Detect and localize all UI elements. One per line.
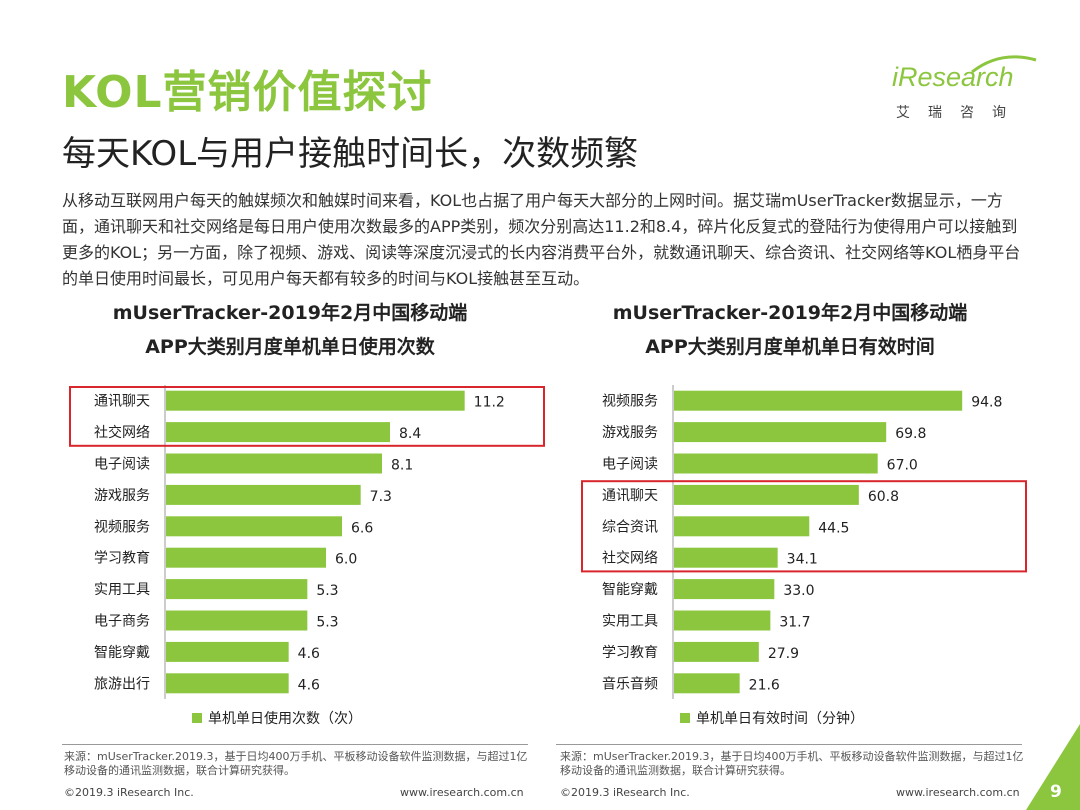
category-label: 学习教育 [94, 551, 150, 567]
data-label: 5.3 [316, 583, 338, 599]
logo-subtext: 艾瑞咨询 [896, 105, 1024, 121]
data-label: 11.2 [474, 395, 505, 411]
data-label: 27.9 [768, 646, 799, 662]
legend-usage-time: 单机单日有效时间（分钟） [680, 708, 864, 728]
data-label: 33.0 [783, 583, 814, 599]
footer-copyright: ©2019.3 iResearch Inc. [64, 786, 194, 799]
bar [166, 484, 361, 505]
bar [674, 390, 963, 411]
data-label: 6.6 [351, 520, 373, 536]
logo-arc-icon [971, 55, 1037, 74]
bar [166, 641, 289, 662]
bar [674, 641, 759, 662]
source-divider [556, 744, 1022, 745]
footer-copyright: ©2019.3 iResearch Inc. [560, 786, 690, 799]
data-label: 5.3 [316, 615, 338, 631]
bar [166, 579, 308, 600]
category-label: 电子阅读 [94, 456, 150, 473]
legend-swatch [680, 713, 690, 723]
bar [674, 453, 878, 474]
data-label: 34.1 [787, 552, 818, 568]
category-label: 通讯聊天 [94, 394, 150, 410]
category-label: 电子阅读 [602, 456, 658, 473]
data-label: 60.8 [868, 489, 899, 505]
category-label: 学习教育 [602, 645, 658, 661]
data-label: 44.5 [818, 520, 849, 536]
bar [674, 484, 859, 505]
category-label: 综合资讯 [602, 519, 658, 535]
legend-swatch [192, 713, 202, 723]
chart-title-line1: mUserTracker-2019年2月中国移动端 [612, 302, 968, 324]
bar [166, 547, 326, 568]
category-label: 游戏服务 [94, 488, 150, 504]
bar [674, 422, 887, 443]
bar [674, 516, 810, 537]
logo-text: iResearch [892, 62, 1014, 92]
bar [166, 516, 342, 537]
category-label: 智能穿戴 [94, 645, 150, 661]
data-label: 69.8 [895, 426, 926, 442]
bar [674, 673, 740, 694]
bar [166, 673, 289, 694]
bar [166, 453, 382, 474]
highlight-box [581, 480, 1027, 573]
bar [166, 390, 465, 411]
data-label: 7.3 [370, 489, 392, 505]
bar [166, 610, 308, 631]
data-label: 4.6 [298, 646, 320, 662]
category-label: 视频服务 [94, 519, 150, 535]
category-label: 实用工具 [94, 582, 150, 598]
data-label: 8.4 [399, 426, 421, 442]
page-subtitle: 每天KOL与用户接触时间长，次数频繁 [62, 134, 639, 174]
data-label: 4.6 [298, 677, 320, 693]
data-label: 31.7 [779, 615, 810, 631]
iresearch-logo: iResearch 艾瑞咨询 [892, 55, 1037, 122]
source-divider [62, 744, 528, 745]
category-label: 社交网络 [94, 424, 150, 441]
source-note-left: 来源：mUserTracker.2019.3，基于日均400万手机、平板移动设备… [64, 750, 528, 777]
page-title: KOL营销价值探讨 [62, 67, 433, 118]
chart-title-usage-time: mUserTracker-2019年2月中国移动端 APP大类别月度单机单日有效… [560, 296, 1020, 364]
legend-usage-count: 单机单日使用次数（次） [192, 708, 362, 728]
source-note-right: 来源：mUserTracker.2019.3，基于日均400万手机、平板移动设备… [560, 750, 1024, 777]
category-label: 智能穿戴 [602, 582, 658, 598]
category-label: 视频服务 [602, 394, 658, 410]
bar [674, 547, 778, 568]
bar [674, 579, 775, 600]
intro-paragraph: 从移动互联网用户每天的触媒频次和触媒时间来看，KOL也占据了用户每天大部分的上网… [62, 191, 1021, 288]
data-label: 21.6 [749, 677, 780, 693]
chart-title-usage-count: mUserTracker-2019年2月中国移动端 APP大类别月度单机单日使用… [60, 296, 520, 364]
category-label: 音乐音频 [602, 675, 658, 692]
category-label: 电子商务 [94, 614, 150, 630]
page-number: 9 [1050, 782, 1062, 802]
highlight-box [69, 386, 545, 447]
legend-label: 单机单日有效时间（分钟） [696, 711, 864, 727]
chart-title-line2: APP大类别月度单机单日有效时间 [645, 336, 935, 358]
category-label: 社交网络 [602, 550, 658, 567]
page-corner-decoration [1026, 724, 1080, 810]
footer-url: www.iresearch.com.cn [896, 786, 1020, 799]
category-label: 游戏服务 [602, 425, 658, 441]
legend-label: 单机单日使用次数（次） [208, 711, 362, 727]
data-label: 67.0 [887, 458, 918, 474]
data-label: 6.0 [335, 552, 357, 568]
category-label: 旅游出行 [94, 676, 150, 692]
chart-title-line1: mUserTracker-2019年2月中国移动端 [112, 302, 468, 324]
footer-url: www.iresearch.com.cn [400, 786, 524, 799]
category-label: 实用工具 [602, 614, 658, 630]
data-label: 94.8 [971, 395, 1002, 411]
category-label: 通讯聊天 [602, 488, 658, 504]
data-label: 8.1 [391, 458, 413, 474]
bar [166, 422, 390, 443]
chart-title-line2: APP大类别月度单机单日使用次数 [145, 336, 435, 358]
bar [674, 610, 771, 631]
